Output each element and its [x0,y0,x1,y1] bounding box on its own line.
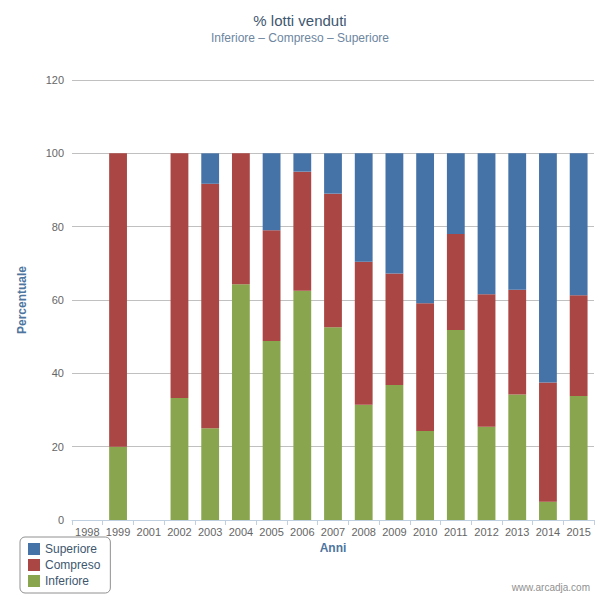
svg-text:Percentuale: Percentuale [15,266,29,334]
svg-text:Inferiore: Inferiore [45,574,89,588]
svg-text:2015: 2015 [566,526,590,538]
svg-text:Inferiore – Compreso – Superio: Inferiore – Compreso – Superiore [211,31,389,45]
svg-text:80: 80 [52,221,64,233]
svg-text:2001: 2001 [137,526,161,538]
svg-text:2014: 2014 [536,526,560,538]
svg-text:2012: 2012 [474,526,498,538]
svg-text:100: 100 [46,147,64,159]
svg-text:2007: 2007 [321,526,345,538]
svg-text:2010: 2010 [413,526,437,538]
svg-text:2005: 2005 [259,526,283,538]
svg-text:2003: 2003 [198,526,222,538]
svg-text:www.arcadja.com: www.arcadja.com [511,582,590,593]
svg-text:2002: 2002 [167,526,191,538]
svg-text:2004: 2004 [229,526,253,538]
svg-text:1999: 1999 [106,526,130,538]
svg-text:20: 20 [52,441,64,453]
svg-text:120: 120 [46,74,64,86]
svg-text:Compreso: Compreso [45,558,101,572]
svg-text:% lotti venduti: % lotti venduti [253,12,346,29]
svg-text:Superiore: Superiore [45,542,97,556]
svg-text:60: 60 [52,294,64,306]
svg-text:40: 40 [52,367,64,379]
svg-text:2008: 2008 [351,526,375,538]
svg-text:2009: 2009 [382,526,406,538]
svg-text:0: 0 [58,514,64,526]
svg-text:2013: 2013 [505,526,529,538]
svg-text:2011: 2011 [444,526,468,538]
svg-text:2006: 2006 [290,526,314,538]
svg-text:1998: 1998 [75,526,99,538]
svg-text:Anni: Anni [320,541,347,555]
